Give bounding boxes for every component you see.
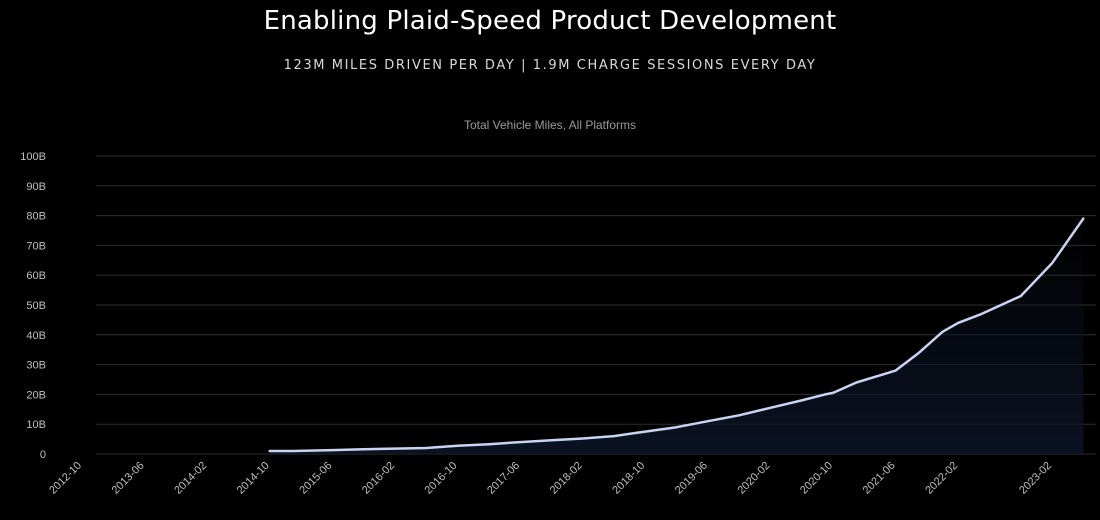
x-tick-label: 2013-06	[110, 460, 147, 497]
slide-subtitle: 123M MILES DRIVEN PER DAY | 1.9M CHARGE …	[283, 58, 817, 73]
y-tick-label: 100B	[20, 151, 46, 163]
data-point	[1082, 217, 1085, 220]
x-tick-label: 2023-02	[1017, 460, 1054, 497]
x-tick-label: 2014-10	[235, 460, 272, 497]
chart-title: Total Vehicle Miles, All Platforms	[463, 118, 637, 132]
x-tick-label: 2014-02	[172, 460, 209, 497]
x-tick-label: 2020-02	[735, 460, 772, 497]
data-point	[1019, 295, 1022, 297]
data-point	[1051, 262, 1053, 265]
data-point	[519, 441, 521, 443]
data-point	[581, 437, 584, 440]
data-point	[707, 420, 709, 423]
data-point	[613, 435, 615, 437]
data-point	[957, 322, 959, 324]
y-tick-label: 80B	[26, 211, 46, 223]
y-tick-label: 70B	[26, 240, 46, 252]
data-point	[894, 369, 897, 372]
data-point	[456, 444, 459, 447]
data-point	[550, 439, 553, 442]
line-layer	[268, 217, 1085, 453]
x-tick-label: 2016-10	[423, 460, 460, 497]
area-layer	[269, 218, 1084, 454]
data-point	[675, 426, 678, 428]
y-axis-ticks: 0 10B 20B 30B 40B 50B 60B 70B 80B 90B 100B	[20, 151, 46, 461]
x-tick-label: 2022-02	[923, 460, 960, 497]
x-tick-label: 2019-06	[673, 460, 710, 497]
y-tick-label: 0	[40, 449, 46, 461]
x-tick-label: 2017-06	[485, 460, 522, 497]
data-point	[941, 331, 944, 333]
slide-title: Enabling Plaid-Speed Product Development	[263, 6, 837, 36]
data-point	[487, 443, 490, 445]
data-point	[824, 393, 826, 396]
data-point	[918, 351, 920, 354]
data-point	[769, 407, 772, 409]
data-point	[292, 450, 295, 452]
y-tick-label: 90B	[26, 181, 46, 193]
series-area	[269, 218, 1084, 454]
x-tick-label: 2012-10	[47, 460, 84, 497]
x-tick-label: 2018-02	[548, 460, 585, 497]
data-point	[331, 449, 334, 451]
data-point	[800, 399, 803, 402]
x-tick-label: 2020-10	[798, 460, 835, 497]
x-tick-label: 2021-06	[861, 460, 898, 497]
data-point	[738, 414, 740, 417]
y-tick-label: 10B	[26, 419, 46, 431]
data-point	[362, 448, 365, 451]
x-tick-label: 2015-06	[297, 460, 334, 497]
y-tick-label: 60B	[26, 270, 46, 282]
data-point	[394, 447, 396, 450]
x-axis-ticks: 2012-10 2013-06 2014-02 2014-10 2015-06 2016-…	[47, 460, 1054, 497]
y-tick-label: 40B	[26, 330, 46, 342]
x-tick-label: 2018-10	[610, 460, 647, 497]
y-tick-label: 30B	[26, 360, 46, 372]
data-point	[268, 450, 271, 452]
data-point	[425, 447, 427, 449]
x-tick-label: 2016-02	[360, 460, 397, 497]
y-tick-label: 50B	[26, 300, 46, 312]
data-point	[644, 430, 647, 433]
data-point	[980, 313, 983, 315]
data-point	[855, 381, 858, 384]
y-tick-label: 20B	[26, 389, 46, 401]
data-point	[832, 392, 834, 394]
